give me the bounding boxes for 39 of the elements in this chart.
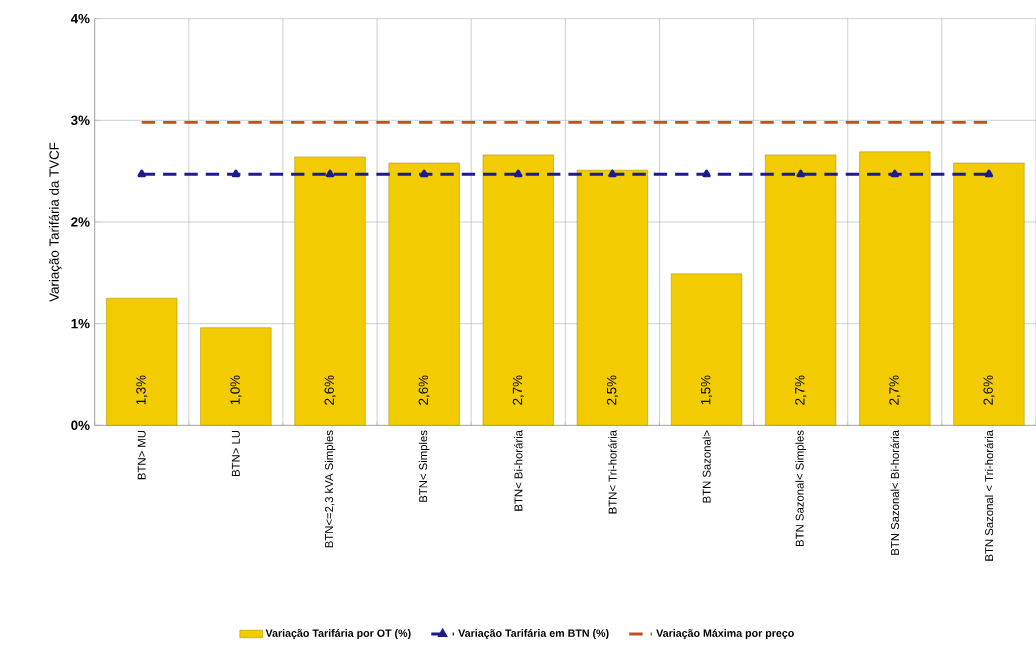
data-label: 1,3%: [136, 375, 148, 405]
bar: [294, 156, 366, 426]
data-label: 2,7%: [889, 375, 901, 405]
y-tick-label: 4%: [70, 13, 90, 24]
bar: [576, 169, 648, 426]
y-tick-label: 2%: [71, 217, 90, 227]
data-label: 1,5%: [701, 375, 713, 405]
x-tick-label: BTN Sazonal < Tri-horária: [984, 430, 994, 561]
data-label: 2,6%: [983, 375, 995, 405]
x-tick-label: BTN< Tri-horária: [608, 430, 617, 514]
bar: [670, 273, 743, 426]
data-label: 2,6%: [418, 375, 430, 405]
x-tick-label: BTN< Bi-horária: [514, 430, 523, 511]
data-label: 1,0%: [230, 375, 242, 405]
data-label: 2,7%: [795, 375, 807, 405]
x-tick-label: BTN Sazonal>: [702, 430, 711, 503]
bar: [388, 162, 460, 426]
legend-label: Variação Máxima por preço: [656, 629, 794, 640]
bar: [859, 151, 931, 426]
data-label: 2,5%: [606, 375, 618, 405]
bar: [953, 162, 1025, 426]
y-tick-label: 1%: [71, 318, 90, 329]
x-tick-label: BTN Sazonal< Bi-horária: [890, 430, 900, 555]
data-label: 2,7%: [512, 375, 524, 405]
legend-label: Variação Tarifária por OT (%): [265, 629, 411, 640]
y-tick-label: 3%: [71, 115, 90, 126]
data-label: 2,6%: [324, 375, 336, 405]
x-tick-label: BTN Sazonal< Simples: [795, 430, 806, 546]
bar: [482, 154, 554, 426]
x-tick-label: BTN> LU: [231, 430, 240, 477]
y-tick-label: 0%: [71, 420, 90, 431]
x-tick-label: BTN> MU: [137, 430, 146, 480]
legend-label: Variação Tarifária em BTN (%): [458, 629, 609, 640]
bar: [106, 297, 178, 426]
x-tick-label: BTN<=2,3 kVA Simples: [324, 430, 336, 548]
bar: [765, 154, 837, 426]
bar: [200, 327, 272, 426]
y-axis-title: Variação Tarifária da TVCF: [48, 142, 62, 302]
x-tick-label: BTN< Simples: [418, 430, 430, 502]
